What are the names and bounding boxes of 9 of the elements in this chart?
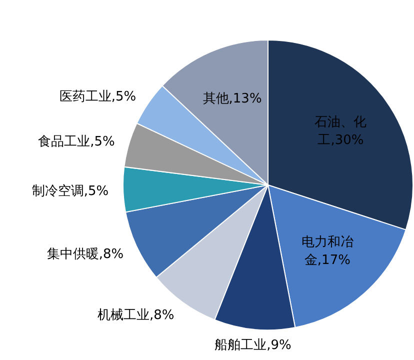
slice-label: 其他,13% [202, 91, 262, 106]
slice-label: 船舶工业,9% [214, 338, 292, 353]
slice-label: 制冷空调,5% [32, 184, 109, 200]
slice-label: 石油、化工,30% [314, 114, 368, 150]
slice-label: 机械工业,8% [97, 308, 174, 324]
slice-label: 电力和冶金,17% [300, 234, 354, 270]
slice-label: 医药工业,5% [59, 89, 136, 104]
slice-label: 集中供暖,8% [46, 246, 124, 262]
slice-label: 食品工业,5% [38, 134, 115, 150]
